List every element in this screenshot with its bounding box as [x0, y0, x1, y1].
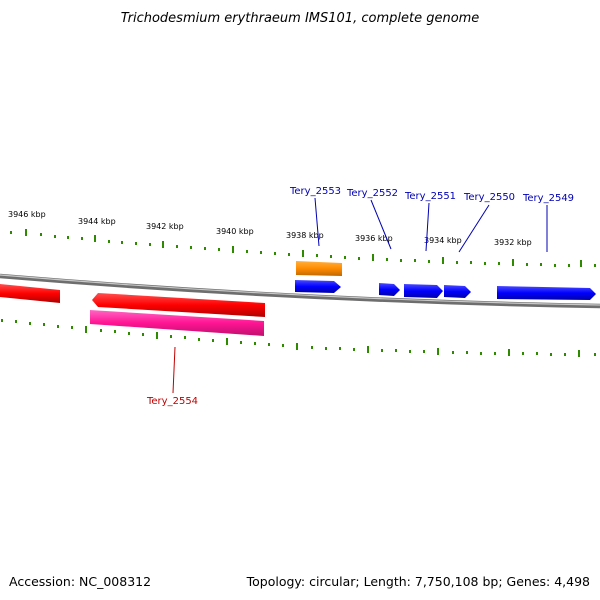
kbp-label: 3946 kbp [8, 210, 46, 219]
kbp-label: 3944 kbp [78, 217, 116, 226]
gene-label-tery-2551[interactable]: Tery_2551 [404, 191, 456, 202]
kbp-label: 3934 kbp [424, 236, 462, 245]
kbp-label: 3938 kbp [286, 231, 324, 240]
reverse-strand-features [0, 284, 265, 336]
cds-feature-tery-2554[interactable] [90, 310, 264, 336]
genome-backbone [0, 273, 600, 309]
label-leader-lines [172, 197, 548, 394]
rna-feature-tery-2553[interactable] [296, 261, 342, 276]
kbp-label: 3940 kbp [216, 227, 254, 236]
kbp-label: 3936 kbp [355, 234, 393, 243]
kbp-label: 3942 kbp [146, 222, 184, 231]
gene-label-tery-2554[interactable]: Tery_2554 [146, 396, 198, 407]
map-title: Trichodesmium erythraeum IMS101, complet… [121, 11, 480, 26]
outer-tick-track [10, 229, 596, 267]
gene-arrow-tery-2549[interactable] [497, 286, 596, 300]
gene-label-tery-2552[interactable]: Tery_2552 [346, 188, 398, 199]
gene-labels: Tery_2553 Tery_2552 Tery_2551 Tery_2550 … [146, 186, 574, 407]
forward-strand-features [295, 261, 596, 300]
gene-label-tery-2550[interactable]: Tery_2550 [463, 192, 515, 203]
gene-arrow-tery-2553[interactable] [295, 280, 341, 293]
accession-text: Accession: NC_008312 [9, 574, 151, 589]
topology-summary-text: Topology: circular; Length: 7,750,108 bp… [246, 574, 590, 589]
kbp-label: 3932 kbp [494, 238, 532, 247]
inner-tick-track [1, 319, 596, 357]
gene-arrow-tery-2554[interactable] [92, 293, 265, 317]
gene-label-tery-2549[interactable]: Tery_2549 [522, 193, 574, 204]
gene-arrow-tery-2550[interactable] [444, 285, 471, 298]
gene-arrow-reverse[interactable] [0, 284, 60, 303]
kbp-scale-labels: 3946 kbp 3944 kbp 3942 kbp 3940 kbp 3938… [8, 210, 532, 247]
gene-label-tery-2553[interactable]: Tery_2553 [289, 186, 341, 197]
gene-arrow-tery-2551[interactable] [404, 284, 443, 298]
gene-arrow-tery-2552[interactable] [379, 283, 400, 296]
